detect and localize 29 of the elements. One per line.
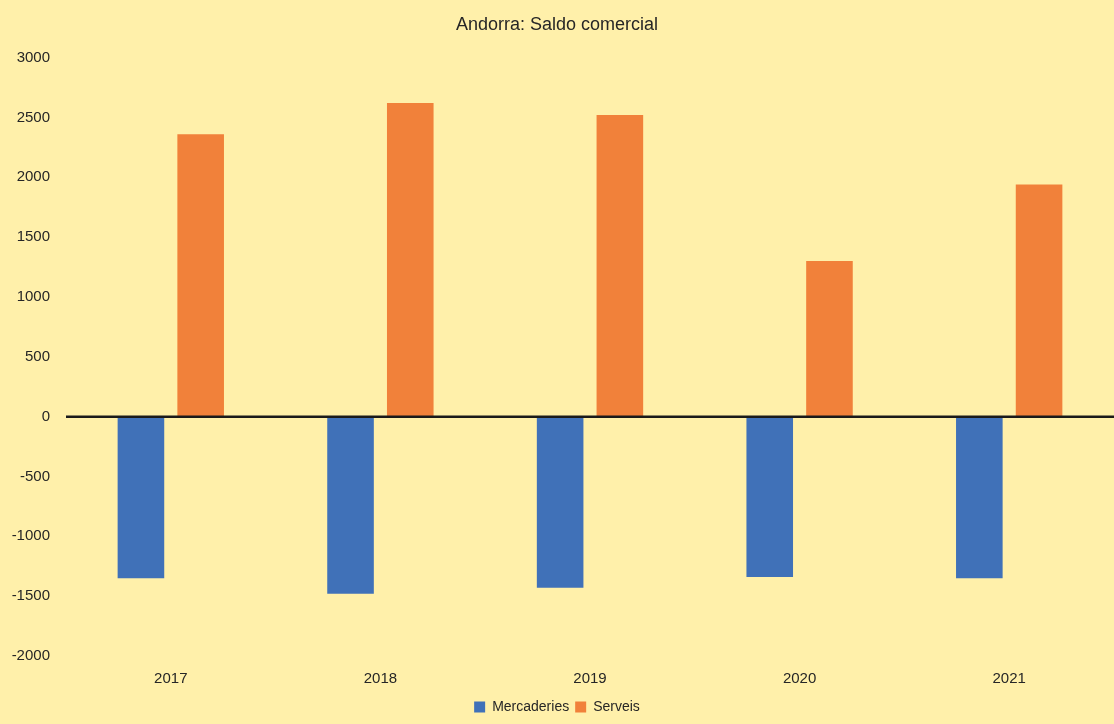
y-tick-label: -1500 — [11, 586, 50, 604]
x-tick-label: 2019 — [573, 669, 607, 687]
y-tick-label: -1000 — [11, 526, 50, 544]
y-tick-label: -500 — [19, 466, 50, 484]
bar — [746, 416, 794, 578]
y-tick-label: 2500 — [16, 107, 50, 125]
x-tick-label: 2018 — [363, 669, 398, 687]
bar — [806, 261, 853, 417]
bar — [327, 416, 374, 594]
x-tick-label: 2020 — [782, 669, 817, 687]
y-tick-label: 500 — [24, 346, 50, 364]
y-tick-label: 3000 — [16, 47, 50, 65]
bar — [956, 416, 1003, 579]
legend-label: Serveis — [593, 697, 640, 714]
bar — [386, 103, 434, 417]
bar — [536, 416, 584, 588]
legend-label: Mercaderies — [492, 697, 570, 714]
y-tick-label: 2000 — [16, 167, 50, 185]
y-tick-label: 1500 — [16, 227, 50, 245]
y-tick-label: 1000 — [16, 287, 50, 305]
chart-title: Andorra: Saldo comercial — [455, 13, 659, 34]
y-tick-label: -2000 — [11, 646, 50, 664]
bar — [596, 115, 644, 417]
x-tick-label: 2021 — [992, 669, 1026, 687]
y-tick-label: 0 — [41, 406, 50, 424]
bar — [117, 416, 165, 579]
x-tick-label: 2017 — [154, 669, 188, 687]
bar — [1015, 184, 1063, 417]
bar — [177, 134, 224, 417]
